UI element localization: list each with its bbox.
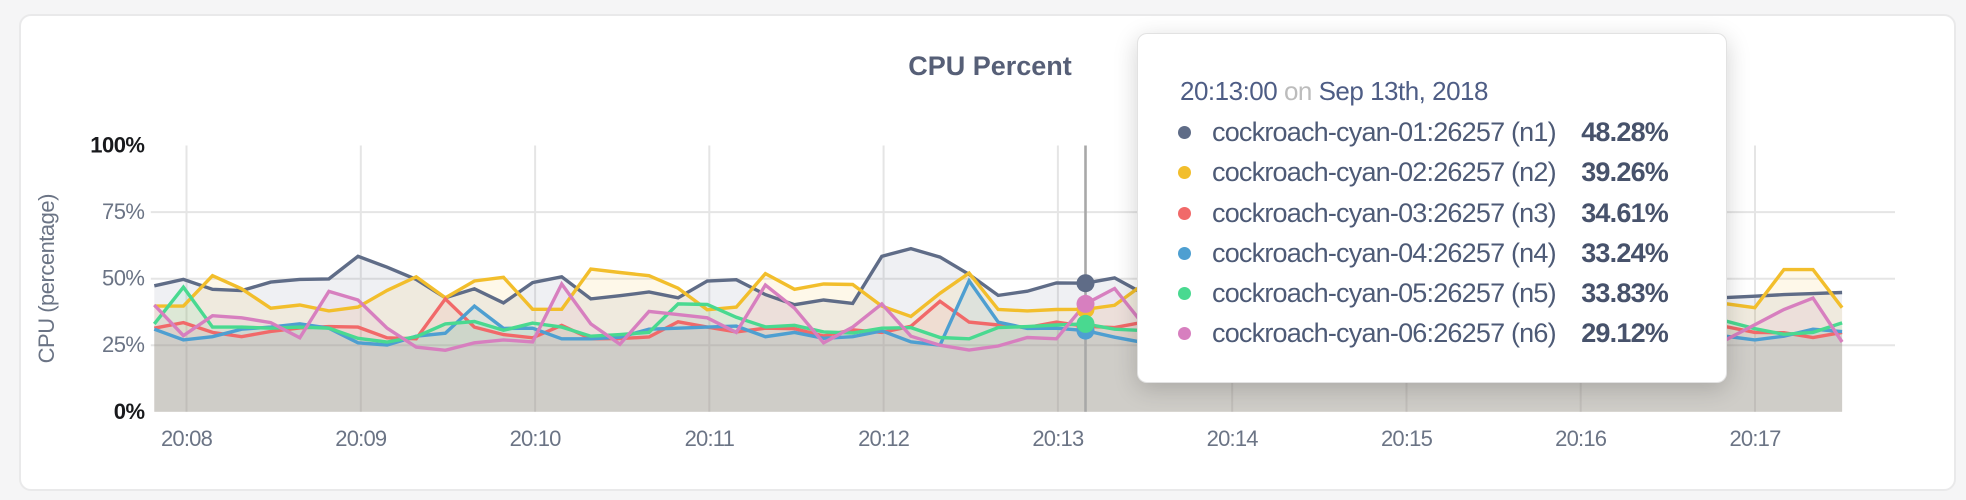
svg-text:100%: 100% [90, 133, 144, 158]
svg-text:20:12: 20:12 [858, 426, 910, 451]
svg-text:20:10: 20:10 [510, 426, 562, 451]
svg-text:75%: 75% [102, 199, 145, 224]
svg-text:20:13: 20:13 [1032, 426, 1084, 451]
svg-text:CPU (percentage): CPU (percentage) [34, 194, 59, 363]
svg-text:25%: 25% [102, 332, 145, 357]
svg-text:20:11: 20:11 [685, 426, 735, 451]
svg-text:20:14: 20:14 [1207, 426, 1259, 451]
svg-text:0%: 0% [114, 399, 145, 424]
svg-text:20:08: 20:08 [161, 426, 213, 451]
svg-text:20:15: 20:15 [1381, 426, 1433, 451]
svg-text:20:17: 20:17 [1729, 426, 1781, 451]
svg-text:50%: 50% [102, 266, 145, 291]
svg-text:20:09: 20:09 [335, 426, 387, 451]
svg-text:20:16: 20:16 [1555, 426, 1607, 451]
